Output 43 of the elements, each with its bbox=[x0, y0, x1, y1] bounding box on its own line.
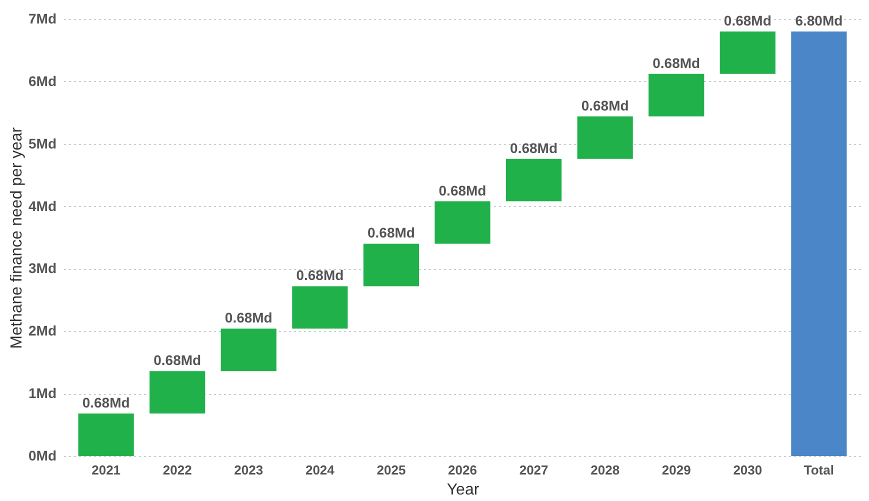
data-label: 0.68Md bbox=[367, 224, 415, 241]
data-label: 6.80Md bbox=[795, 12, 843, 28]
y-tick-label: 5Md bbox=[28, 135, 56, 152]
data-label: 0.68Md bbox=[438, 182, 486, 198]
x-tick-label: Total bbox=[804, 462, 834, 478]
x-tick-label: 2023 bbox=[234, 462, 264, 478]
y-tick-label: 6Md bbox=[28, 72, 56, 89]
bar bbox=[292, 286, 348, 329]
data-label: 0.68Md bbox=[724, 12, 772, 28]
bar bbox=[220, 328, 276, 372]
data-label: 0.68Md bbox=[296, 267, 344, 284]
bar bbox=[720, 31, 776, 74]
data-label: 0.68Md bbox=[652, 54, 700, 71]
data-label: 0.68Md bbox=[581, 97, 629, 114]
x-tick-label: 2029 bbox=[662, 462, 691, 478]
data-label: 0.68Md bbox=[82, 394, 130, 411]
bar bbox=[577, 116, 633, 159]
y-tick-label: 1Md bbox=[28, 385, 56, 402]
bar bbox=[434, 201, 490, 244]
bar bbox=[648, 74, 704, 116]
y-tick-label: 3Md bbox=[28, 260, 56, 276]
x-tick-label: 2025 bbox=[376, 462, 406, 478]
x-axis-title: Year bbox=[446, 482, 480, 498]
x-tick-label: 2028 bbox=[590, 462, 620, 478]
bar bbox=[363, 244, 420, 286]
data-label: 0.68Md bbox=[224, 310, 272, 326]
x-tick-label: 2027 bbox=[519, 462, 548, 478]
bar bbox=[78, 414, 134, 456]
y-tick-label: 7Md bbox=[28, 10, 56, 26]
y-tick-label: 2Md bbox=[28, 322, 56, 339]
x-tick-label: 2024 bbox=[305, 462, 336, 478]
x-tick-label: 2026 bbox=[448, 462, 477, 478]
bar bbox=[506, 158, 562, 202]
bar bbox=[150, 371, 206, 414]
y-tick-label: 0Md bbox=[28, 448, 56, 464]
x-tick-label: 2030 bbox=[733, 462, 762, 478]
data-label: 0.68Md bbox=[510, 140, 558, 156]
x-tick-label: 2022 bbox=[162, 462, 192, 478]
data-label: 0.68Md bbox=[154, 352, 202, 368]
x-tick-label: 2021 bbox=[92, 462, 121, 478]
bar bbox=[791, 31, 847, 456]
y-axis-title: Methane finance need per year bbox=[8, 126, 26, 349]
y-tick-label: 4Md bbox=[28, 198, 56, 214]
